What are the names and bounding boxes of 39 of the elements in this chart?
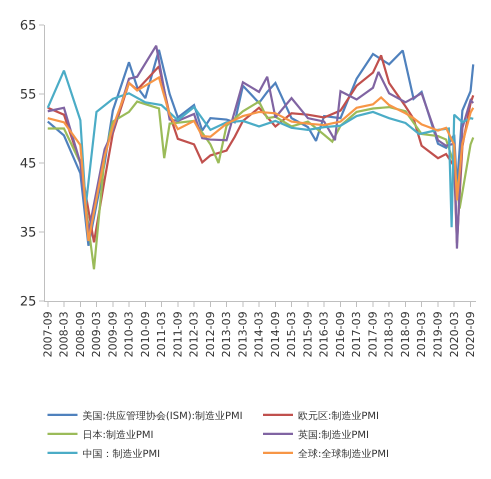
y-tick-label: 65 [20,18,36,34]
x-tick-label: 2009-09 [106,311,120,358]
x-tick-label: 2014-09 [268,311,282,358]
legend-label: 英国:制造业PMI [298,428,369,441]
x-tick-label: 2008-03 [58,311,71,358]
x-tick-label: 2019-09 [432,311,445,358]
x-tick-label: 2010-03 [122,311,136,358]
x-tick-label: 2016-03 [318,311,331,358]
legend-label: 美国:供应管理协会(ISM):制造业PMI [82,410,243,422]
x-tick-label: 2019-03 [415,311,428,358]
x-tick-label: 2014-03 [252,311,266,358]
y-tick-label: 35 [20,226,36,241]
y-tick-label: 45 [20,156,36,172]
legend-label: 日本:制造业PMI [82,428,154,441]
x-tick-label: 2011-09 [171,311,184,358]
x-tick-label: 2018-09 [399,311,412,358]
x-tick-label: 2017-09 [366,311,380,358]
x-tick-label: 2016-09 [334,311,348,358]
x-tick-label: 2013-03 [220,311,234,358]
y-tick-label: 55 [20,88,36,103]
line-series [46,100,474,270]
x-tick-label: 2020-03 [448,311,461,358]
x-tick-label: 2012-09 [204,311,217,358]
x-tick-label: 2011-03 [155,311,168,358]
legend-label: 欧元区:制造业PMI [298,410,379,422]
y-tick-label: 25 [20,294,36,310]
x-tick-label: 2018-03 [382,311,396,358]
x-tick-label: 2013-09 [236,311,250,358]
x-tick-label: 2007-09 [41,311,54,358]
x-tick-label: 2008-09 [74,311,87,358]
x-tick-label: 2020-09 [464,311,478,358]
x-tick-label: 2010-09 [138,311,152,358]
x-tick-label: 2017-03 [350,311,364,358]
legend-label: 中国：制造业PMI [82,448,160,460]
x-tick-label: 2009-03 [90,311,104,358]
x-tick-label: 2015-03 [285,311,298,358]
legend-label: 全球:全球制造业PMI [298,448,389,460]
x-tick-label: 2015-09 [301,311,314,358]
x-tick-label: 2012-03 [188,311,201,358]
